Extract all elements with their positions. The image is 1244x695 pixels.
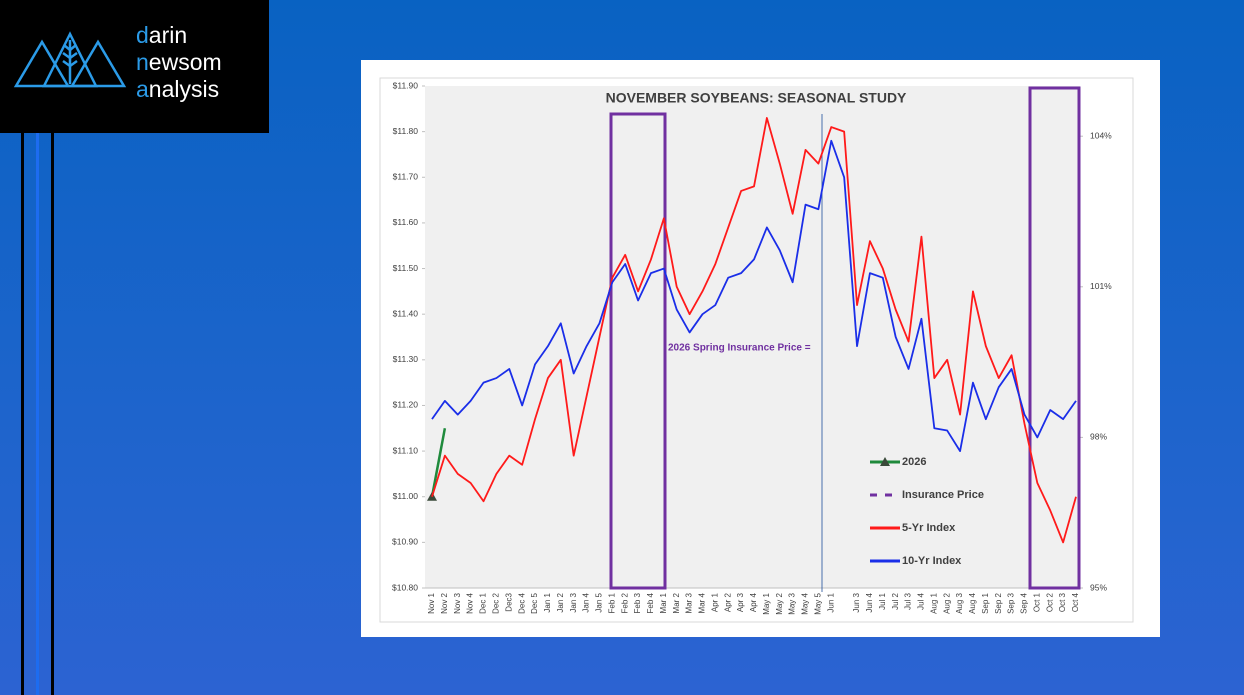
x-tick-label: May 2 xyxy=(775,592,784,614)
x-tick-label: Jun 1 xyxy=(826,592,835,612)
x-tick-label: Nov 3 xyxy=(453,592,462,613)
y2-tick-label: 98% xyxy=(1090,432,1107,442)
decor-line xyxy=(36,133,39,695)
x-tick-label: Jul 2 xyxy=(891,592,900,609)
y-tick-label: $11.30 xyxy=(393,354,419,364)
x-tick-label: Dec 5 xyxy=(530,592,539,613)
y-tick-label: $11.60 xyxy=(393,217,419,227)
x-tick-label: Apr 1 xyxy=(710,592,719,612)
plot-area xyxy=(425,86,1080,588)
x-tick-label: Sep 4 xyxy=(1020,592,1029,613)
x-tick-label: Mar 1 xyxy=(659,592,668,613)
x-tick-label: May 1 xyxy=(762,592,771,614)
x-tick-label: Feb 2 xyxy=(620,592,629,613)
x-tick-label: Oct 2 xyxy=(1045,592,1054,612)
x-tick-label: Feb 4 xyxy=(646,592,655,613)
x-tick-label: Jul 4 xyxy=(917,592,926,609)
legend-label: 2026 xyxy=(902,456,926,468)
decor-line xyxy=(21,133,24,695)
x-tick-label: Jun 4 xyxy=(865,592,874,612)
x-tick-label: Mar 2 xyxy=(672,592,681,613)
x-tick-label: Dec3 xyxy=(504,592,513,611)
x-tick-label: Nov 4 xyxy=(466,592,475,613)
logo-word: analysis xyxy=(136,76,220,102)
legend-marker xyxy=(880,457,890,466)
legend-label: 5-Yr Index xyxy=(902,522,956,534)
logo: darin newsom analysis xyxy=(0,0,269,133)
x-tick-label: Jun 3 xyxy=(852,592,861,612)
series-line xyxy=(431,139,1077,452)
legend-label: Insurance Price xyxy=(902,489,984,501)
y2-tick-label: 95% xyxy=(1090,582,1107,592)
x-tick-label: Sep 3 xyxy=(1007,592,1016,613)
y-tick-label: $11.80 xyxy=(393,126,419,136)
x-tick-label: Feb 3 xyxy=(633,592,642,613)
x-tick-label: Apr 4 xyxy=(749,592,758,612)
x-tick-label: Oct 1 xyxy=(1032,592,1041,612)
x-tick-label: Aug 3 xyxy=(955,592,964,613)
y-tick-label: $11.50 xyxy=(393,263,419,273)
x-tick-label: Apr 2 xyxy=(723,592,732,612)
x-tick-label: Mar 4 xyxy=(698,592,707,613)
x-tick-label: Jul 3 xyxy=(904,592,913,609)
x-tick-label: Feb 1 xyxy=(607,592,616,613)
logo-word: newsom xyxy=(136,49,222,75)
x-tick-label: Dec 4 xyxy=(517,592,526,613)
x-tick-label: May 5 xyxy=(814,592,823,614)
chart-title: NOVEMBER SOYBEANS: SEASONAL STUDY xyxy=(606,90,907,106)
x-tick-label: May 4 xyxy=(801,592,810,614)
x-tick-label: Nov 1 xyxy=(427,592,436,613)
series-line xyxy=(430,428,447,497)
legend-label: 10-Yr Index xyxy=(902,555,962,567)
highlight-box xyxy=(1028,86,1081,590)
x-tick-label: Jan 2 xyxy=(556,592,565,612)
logo-icon xyxy=(13,31,127,88)
x-tick-label: Jan 3 xyxy=(569,592,578,612)
x-tick-label: Nov 2 xyxy=(440,592,449,613)
y2-tick-label: 101% xyxy=(1090,281,1112,291)
x-tick-label: Mar 3 xyxy=(685,592,694,613)
y-tick-label: $11.00 xyxy=(393,491,419,501)
x-tick-label: Sep 2 xyxy=(994,592,1003,613)
y-tick-label: $11.10 xyxy=(393,445,419,455)
y-tick-label: $10.90 xyxy=(392,537,418,547)
x-tick-label: Aug 2 xyxy=(942,592,951,613)
decor-line xyxy=(51,133,54,695)
x-tick-label: Aug 1 xyxy=(929,592,938,613)
x-tick-label: Dec 1 xyxy=(479,592,488,613)
x-tick-label: Aug 4 xyxy=(968,592,977,613)
y-tick-label: $11.20 xyxy=(393,400,419,410)
x-tick-label: Jan 1 xyxy=(543,592,552,612)
annotation: 2026 Spring Insurance Price = xyxy=(668,343,811,354)
y2-tick-label: 104% xyxy=(1090,130,1112,140)
x-tick-label: Apr 3 xyxy=(736,592,745,612)
x-tick-label: Oct 3 xyxy=(1058,592,1067,612)
x-tick-label: Jan 4 xyxy=(582,592,591,612)
highlight-box xyxy=(609,112,667,590)
y-tick-label: $10.80 xyxy=(392,582,418,592)
y-tick-label: $11.40 xyxy=(393,308,419,318)
series-line xyxy=(431,117,1077,544)
x-tick-label: May 3 xyxy=(788,592,797,614)
logo-word: darin xyxy=(136,22,188,48)
y-tick-label: $11.70 xyxy=(393,172,419,182)
x-tick-label: Jul 1 xyxy=(878,592,887,609)
x-tick-label: Sep 1 xyxy=(981,592,990,613)
x-tick-label: Dec 2 xyxy=(492,592,501,613)
y-tick-label: $11.90 xyxy=(393,80,419,90)
x-tick-label: Jan 5 xyxy=(595,592,604,612)
x-tick-label: Oct 4 xyxy=(1071,592,1080,612)
logo-text: darin newsom analysis xyxy=(136,22,222,103)
